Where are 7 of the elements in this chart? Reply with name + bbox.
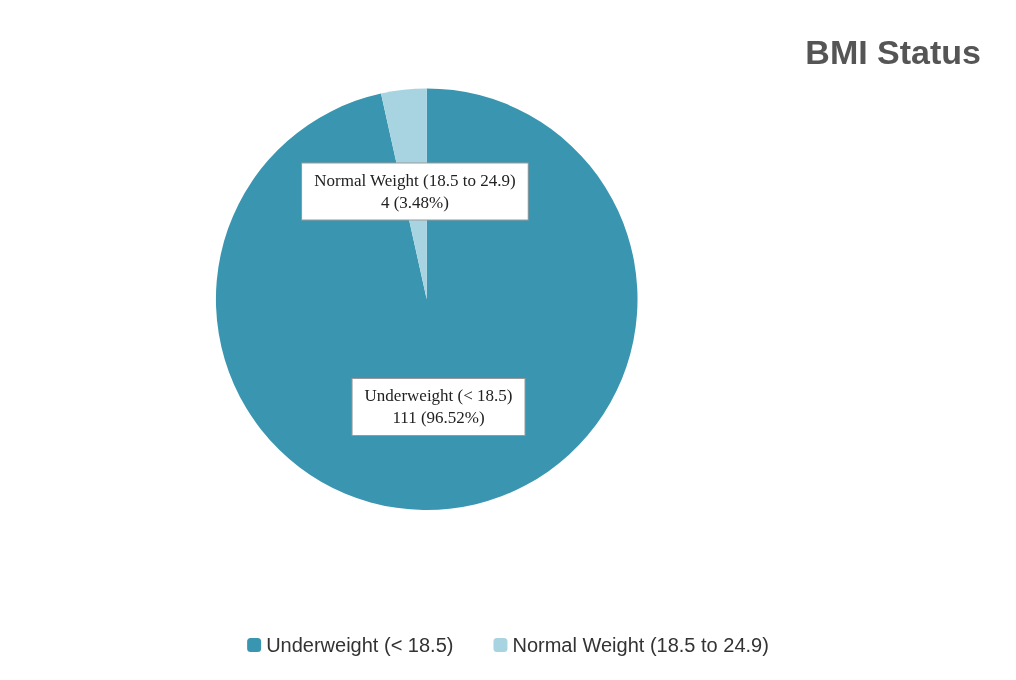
data-label: 4 (3.48%): [380, 192, 449, 212]
legend-label: Underweight (< 18.5): [266, 634, 454, 656]
data-label: 111 (96.52%): [392, 408, 485, 428]
slice-label: Underweight (< 18.5): [364, 386, 513, 406]
slice-label: Normal Weight (18.5 to 24.9): [314, 170, 516, 190]
text: BMI Status: [805, 33, 982, 71]
legend-label: Normal Weight (18.5 to 24.9): [512, 634, 769, 656]
